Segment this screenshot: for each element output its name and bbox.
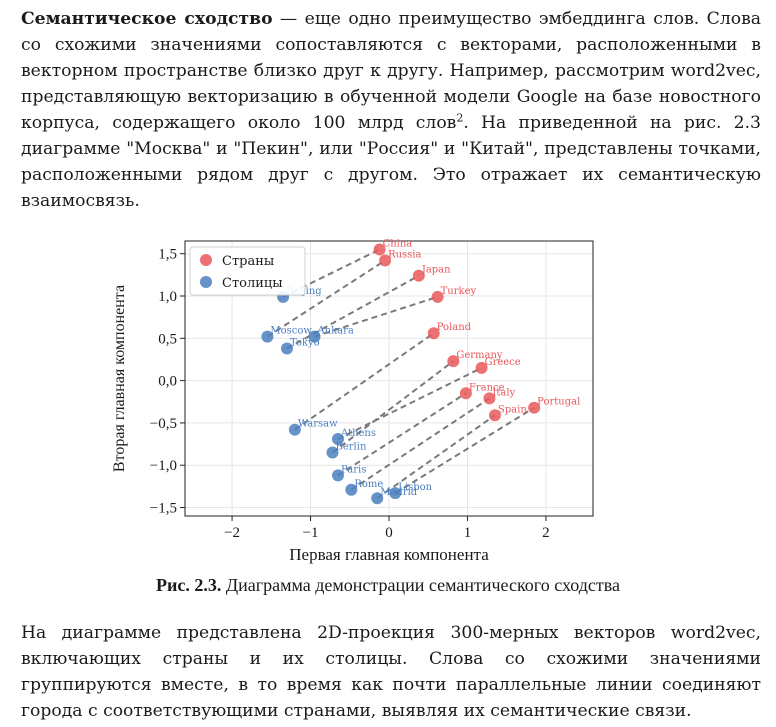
data-point: [332, 469, 344, 482]
point-label: Ankara: [316, 326, 353, 337]
x-tick-label: −1: [303, 525, 319, 541]
connection-line: [350, 397, 490, 491]
y-tick-label: −1,0: [150, 458, 177, 474]
point-label: Paris: [341, 464, 366, 475]
data-point: [475, 361, 488, 374]
point-label: Rome: [354, 479, 383, 490]
y-tick-label: −0,5: [150, 416, 177, 432]
figure-caption-text: Диаграмма демонстрации семантического сх…: [221, 575, 621, 595]
legend-entry: Страны: [222, 254, 274, 269]
point-label: Moscow: [270, 326, 312, 337]
point-label: China: [383, 238, 413, 249]
x-tick-label: −2: [224, 525, 240, 541]
grid-lines: [185, 241, 593, 516]
data-point: [389, 487, 402, 500]
point-label: Athens: [340, 428, 376, 439]
data-point: [427, 327, 440, 340]
data-point: [459, 387, 472, 400]
connection-line: [394, 406, 535, 495]
data-point: [288, 423, 301, 436]
y-axis-label: Вторая главная компонента: [111, 285, 128, 472]
data-point: [412, 269, 425, 282]
intro-paragraph: Семантическое сходство — еще одно преиму…: [21, 6, 761, 214]
x-axis-label: Первая главная компонента: [289, 545, 489, 564]
point-label: Japan: [421, 265, 451, 276]
data-point: [373, 243, 386, 256]
semantic-similarity-term: Семантическое сходство: [21, 9, 273, 29]
data-point: [345, 483, 358, 496]
connection-line: [337, 367, 483, 440]
point-label: France: [469, 382, 505, 393]
connection-line: [314, 295, 438, 338]
axis-ticks: −2 −1 0 1 2 −1,5 −1,0 −0,5 0,0 0,5 1,0 1,5: [150, 247, 550, 541]
x-tick-label: 1: [464, 525, 472, 541]
connection-line: [294, 332, 435, 431]
data-point: [483, 392, 496, 405]
x-tick-label: 0: [385, 525, 393, 541]
figure-caption: Рис. 2.3. Диаграмма демонстрации семанти…: [0, 575, 776, 596]
point-label: Turkey: [441, 286, 477, 297]
legend-box: [189, 246, 306, 296]
y-tick-label: 0,0: [158, 374, 177, 390]
data-point: [379, 254, 392, 267]
connection-line: [282, 248, 381, 298]
connection-line: [376, 414, 496, 500]
point-label: Portugal: [537, 397, 580, 408]
connection-lines: [266, 248, 535, 500]
point-label: Greece: [485, 357, 521, 368]
y-tick-label: 1,5: [158, 247, 177, 263]
point-label: Germany: [456, 350, 503, 361]
connection-line: [331, 360, 454, 454]
point-label: Tokyo: [290, 337, 320, 348]
data-point: [281, 342, 293, 355]
data-point: [371, 492, 384, 505]
intro-text-part-1: — еще одно преимущество эмбеддинга слов.…: [21, 9, 762, 133]
footnote-marker: 2: [456, 111, 464, 125]
chart-legend: Страны Столицы: [189, 246, 306, 296]
y-tick-label: −1,5: [150, 501, 177, 517]
y-tick-label: 1,0: [158, 289, 177, 305]
data-point: [332, 433, 344, 445]
legend-marker: [200, 254, 212, 266]
intro-text-part-2: . На приведенной на рис. 2.3 диаграмме "…: [21, 113, 761, 211]
data-point: [431, 290, 444, 303]
point-label: Madrid: [380, 487, 418, 498]
legend-marker: [200, 276, 212, 288]
conclusion-paragraph: На диаграмме представлена 2D-проекция 30…: [21, 623, 761, 721]
data-point: [261, 330, 274, 343]
data-point: [326, 446, 339, 459]
point-label: Berlin: [336, 442, 367, 453]
data-point: [447, 355, 460, 368]
x-tick-label: 2: [542, 525, 550, 541]
connection-line: [337, 392, 467, 477]
point-label: Poland: [437, 322, 472, 333]
legend-entry: Столицы: [222, 276, 283, 291]
data-point: [528, 401, 541, 414]
figure-number: Рис. 2.3.: [155, 575, 222, 595]
data-point: [488, 409, 501, 422]
point-label: Lisbon: [398, 482, 432, 493]
point-label: Russia: [388, 249, 421, 260]
connection-line: [266, 259, 386, 338]
point-label: Spain: [498, 404, 527, 415]
point-label: Italy: [492, 387, 515, 398]
y-tick-label: 0,5: [158, 331, 177, 347]
point-label: Warsaw: [298, 419, 338, 430]
data-point: [308, 330, 321, 343]
